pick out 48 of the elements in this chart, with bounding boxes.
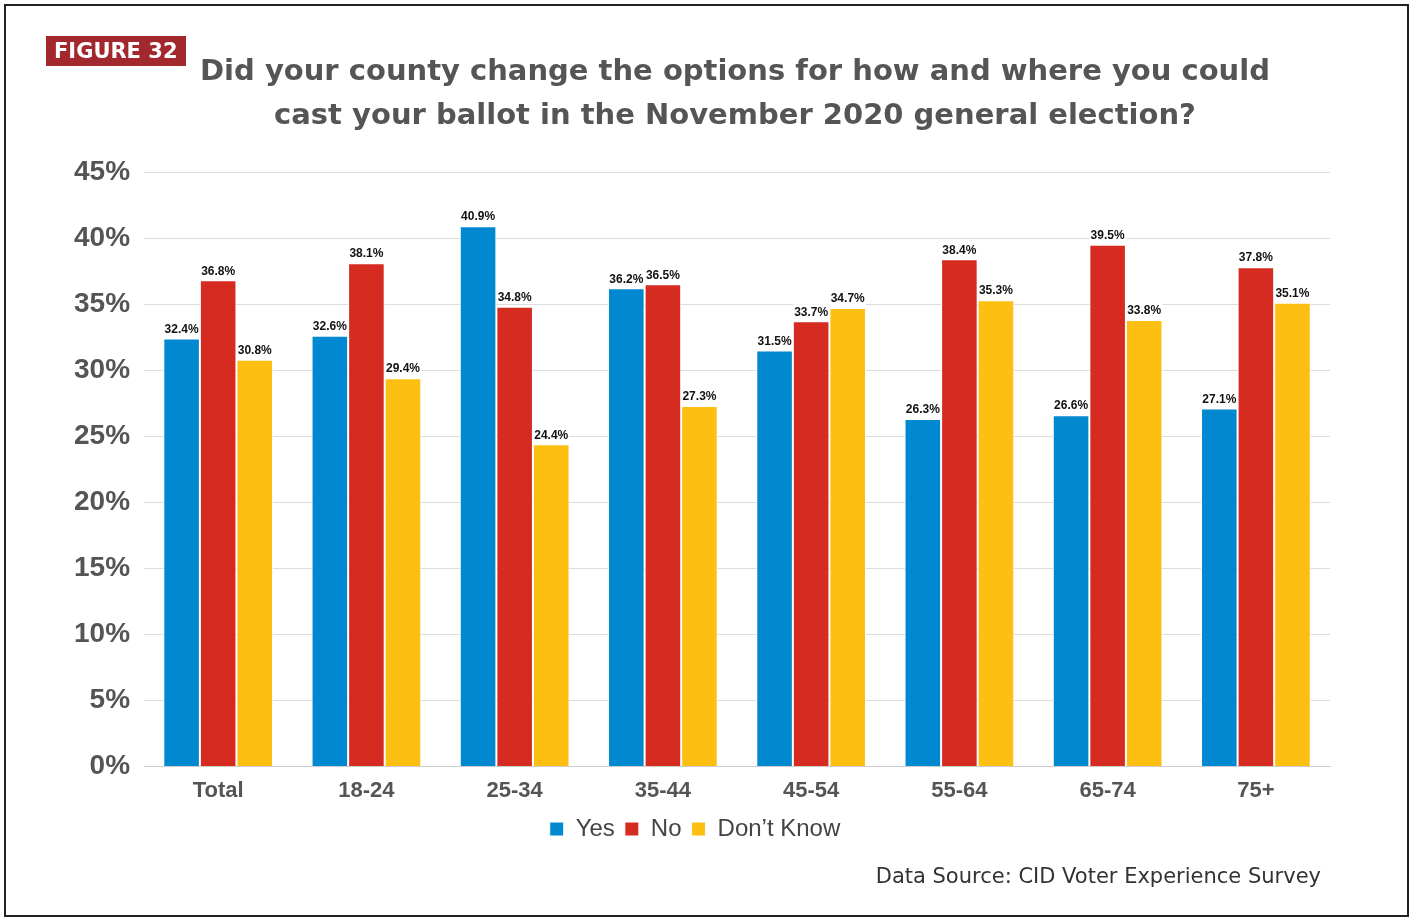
data-label: 26.3% [905, 402, 941, 417]
y-tick-label: 10% [73, 617, 131, 649]
data-label: 35.3% [978, 283, 1014, 298]
y-tick-label: 15% [73, 551, 131, 583]
data-label: 34.8% [497, 290, 532, 305]
y-tick-label: 5% [89, 683, 131, 715]
x-tick-label: 18-24 [338, 776, 396, 802]
y-tick-label: 30% [73, 352, 131, 384]
legend-label: No [650, 813, 682, 841]
y-tick-label: 35% [73, 286, 131, 318]
data-label: 33.7% [794, 304, 829, 319]
y-tick-label: 45% [73, 154, 131, 186]
data-label: 27.1% [1202, 391, 1237, 406]
x-tick-label: 65-74 [1079, 776, 1137, 802]
y-tick-label: 40% [73, 220, 131, 252]
data-label: 34.7% [830, 291, 866, 306]
data-label: 38.4% [942, 242, 977, 257]
source-note: Data Source: CID Voter Experience Survey [875, 864, 1321, 888]
legend-label: Yes [575, 813, 615, 841]
y-tick-label: 0% [89, 749, 131, 781]
data-label: 40.9% [461, 209, 496, 224]
data-label: 36.2% [609, 271, 644, 286]
data-label: 37.8% [1238, 250, 1274, 265]
data-label: 35.1% [1275, 286, 1310, 301]
data-label: 31.5% [757, 333, 792, 348]
data-label: 39.5% [1090, 227, 1125, 242]
chart-title: Did your county change the options for how and where you could cast your ballot in the November 2020 general election? [199, 52, 1271, 133]
data-label: 36.5% [645, 267, 681, 282]
data-label: 38.1% [349, 246, 384, 261]
caption: FIGURE 32 [46, 36, 186, 66]
data-label: 30.8% [237, 342, 273, 357]
x-tick-label: 75+ [1237, 776, 1275, 802]
data-label: 24.4% [534, 427, 569, 442]
x-tick-label: 25-34 [486, 776, 544, 802]
data-label: 27.3% [682, 389, 717, 404]
x-tick-label: 35-44 [634, 776, 692, 802]
x-tick-label: Total [192, 776, 244, 802]
x-tick-label: 55-64 [931, 776, 989, 802]
data-label: 33.8% [1127, 303, 1162, 318]
x-tick-label: 45-54 [783, 776, 841, 802]
legend-label: Don’t Know [717, 813, 841, 841]
data-label: 26.6% [1054, 398, 1089, 413]
data-label: 32.4% [164, 321, 199, 336]
data-label: 36.8% [201, 263, 236, 278]
y-tick-label: 25% [73, 418, 131, 450]
data-label: 29.4% [385, 361, 421, 376]
data-label: 32.6% [312, 319, 348, 334]
y-tick-label: 20% [73, 485, 131, 517]
